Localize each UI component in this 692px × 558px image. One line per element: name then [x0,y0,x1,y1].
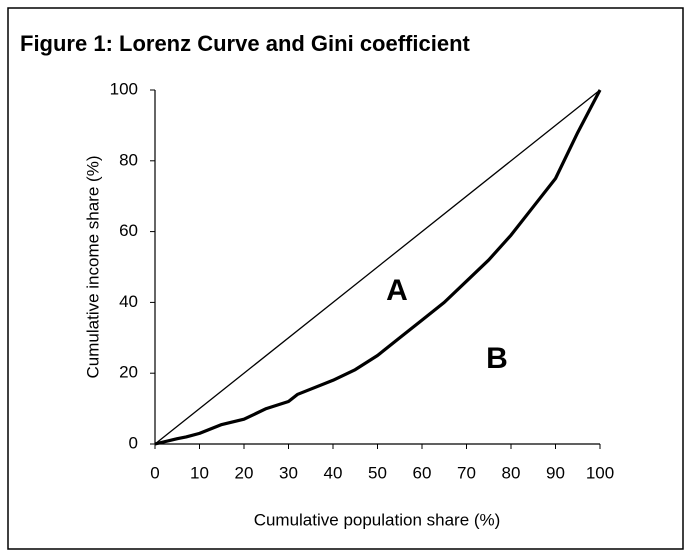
lorenz-line [154,89,602,446]
y-tick-label: 60 [119,221,138,240]
lorenz-line [154,89,601,445]
x-tick-label: 80 [502,463,521,482]
y-tick-label: 80 [119,150,138,169]
area-label: A [386,274,408,307]
frame [7,7,684,550]
x-tick-label: 40 [324,463,343,482]
x-tick-label: 90 [546,463,565,482]
x-tick-label: 10 [190,463,209,482]
y-tick-label: 0 [129,433,138,452]
y-axis-label: Cumulative income share (%) [83,156,102,379]
x-tick-label: 20 [235,463,254,482]
y-tick-label: 20 [119,363,138,382]
x-tick-label: 50 [368,463,387,482]
x-tick-label: 70 [457,463,476,482]
y-tick-label: 40 [119,292,138,311]
chart-title: Figure 1: Lorenz Curve and Gini coeffici… [20,31,471,56]
area-label: B [486,342,508,375]
x-tick-label: 30 [279,463,298,482]
x-tick-label: 0 [150,463,159,482]
x-axis-label: Cumulative population share (%) [254,510,501,529]
x-tick-label: 100 [586,463,614,482]
y-tick-label: 100 [110,79,138,98]
x-tick-label: 60 [413,463,432,482]
